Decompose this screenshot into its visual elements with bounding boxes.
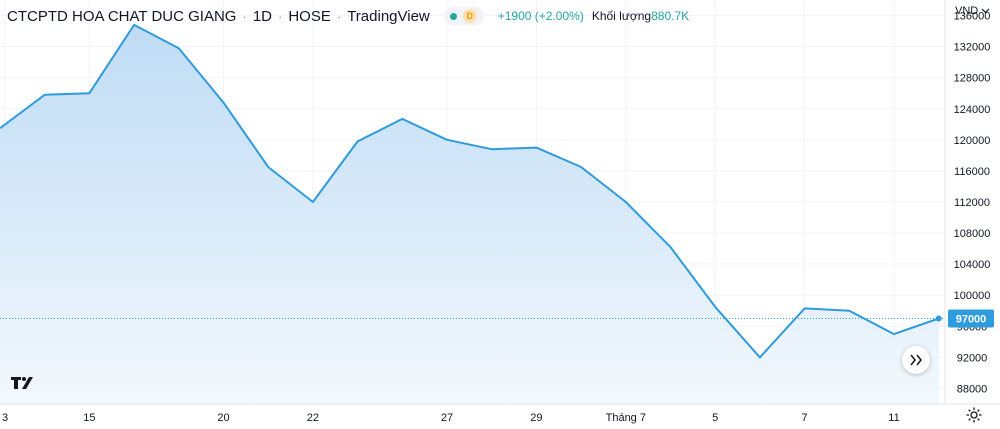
price-axis[interactable]: 136000 132000 128000 124000 120000 116000 1120… xyxy=(954,11,991,396)
x-tick-label: 22 xyxy=(307,412,319,424)
y-tick-label: 104000 xyxy=(954,259,991,271)
y-tick-label: 120000 xyxy=(954,135,991,147)
y-tick-label: 112000 xyxy=(954,197,990,209)
chevron-down-icon xyxy=(981,8,990,14)
y-tick-label: 132000 xyxy=(954,42,991,54)
symbol-name[interactable]: CTCPTD HOA CHAT DUC GIANG xyxy=(7,7,237,25)
scroll-to-realtime-button[interactable] xyxy=(902,346,930,374)
time-axis[interactable]: 3 15 20 22 27 29 Tháng 7 5 7 11 xyxy=(2,412,900,424)
x-tick-label: 15 xyxy=(83,412,95,424)
interval-label[interactable]: 1D xyxy=(252,7,272,25)
scroll-to-realtime-icon xyxy=(910,354,922,366)
x-tick-label: 7 xyxy=(802,412,808,424)
y-tick-label: 136000 xyxy=(954,11,991,23)
market-status-badge[interactable]: D xyxy=(443,7,484,25)
delayed-badge: D xyxy=(462,9,477,23)
x-tick-label: 27 xyxy=(441,412,453,424)
last-price-text: 97000 xyxy=(956,314,987,326)
x-tick-label: 3 xyxy=(2,412,8,424)
y-tick-label: 88000 xyxy=(957,383,988,395)
price-line xyxy=(0,23,940,359)
y-tick-label: 128000 xyxy=(954,73,991,85)
currency-label: VND xyxy=(955,5,979,17)
y-tick-label: 124000 xyxy=(954,104,991,116)
price-change: +1900 (+2.00%) xyxy=(497,9,584,23)
y-tick-label: 100000 xyxy=(954,290,991,302)
x-tick-label: 29 xyxy=(530,412,542,424)
separator-dot: · xyxy=(278,8,283,24)
volume-value: 880.7K xyxy=(651,9,690,23)
chart-legend: CTCPTD HOA CHAT DUC GIANG · 1D · HOSE · … xyxy=(7,6,689,26)
y-tick-label: 116000 xyxy=(954,166,990,178)
last-price-point xyxy=(935,315,942,322)
x-tick-label: Tháng 7 xyxy=(606,412,646,424)
tradingview-logo-icon xyxy=(11,377,33,389)
separator-dot: · xyxy=(336,8,342,24)
separator-dot: · xyxy=(242,8,247,24)
last-price-label: 97000 xyxy=(948,309,994,328)
y-tick-label: 108000 xyxy=(954,228,991,240)
exchange-label: HOSE xyxy=(288,7,331,25)
gear-icon xyxy=(966,407,982,423)
price-area xyxy=(0,24,939,405)
x-tick-label: 5 xyxy=(712,412,718,424)
y-tick-label: 92000 xyxy=(957,352,988,364)
status-dot-icon xyxy=(449,12,457,20)
source-label: TradingView xyxy=(347,7,430,25)
x-tick-label: 20 xyxy=(217,412,229,424)
x-tick-label: 11 xyxy=(888,412,899,424)
volume-label: Khối lượng xyxy=(591,9,652,23)
currency-selector[interactable]: VND xyxy=(955,5,990,17)
tradingview-logo[interactable] xyxy=(8,370,40,394)
chart-settings-button[interactable] xyxy=(964,405,984,425)
